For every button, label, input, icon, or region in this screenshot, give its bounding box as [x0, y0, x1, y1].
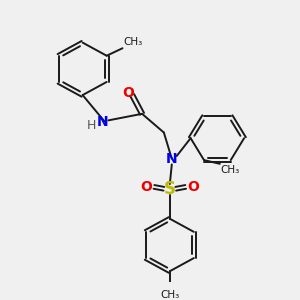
Text: O: O [122, 86, 134, 100]
Text: S: S [164, 180, 176, 198]
Text: O: O [140, 180, 152, 194]
Text: H: H [87, 118, 96, 132]
Text: N: N [97, 115, 108, 129]
Text: O: O [188, 180, 200, 194]
Text: CH₃: CH₃ [221, 165, 240, 175]
Text: CH₃: CH₃ [124, 37, 143, 47]
Text: N: N [166, 152, 178, 166]
Text: CH₃: CH₃ [160, 290, 179, 300]
